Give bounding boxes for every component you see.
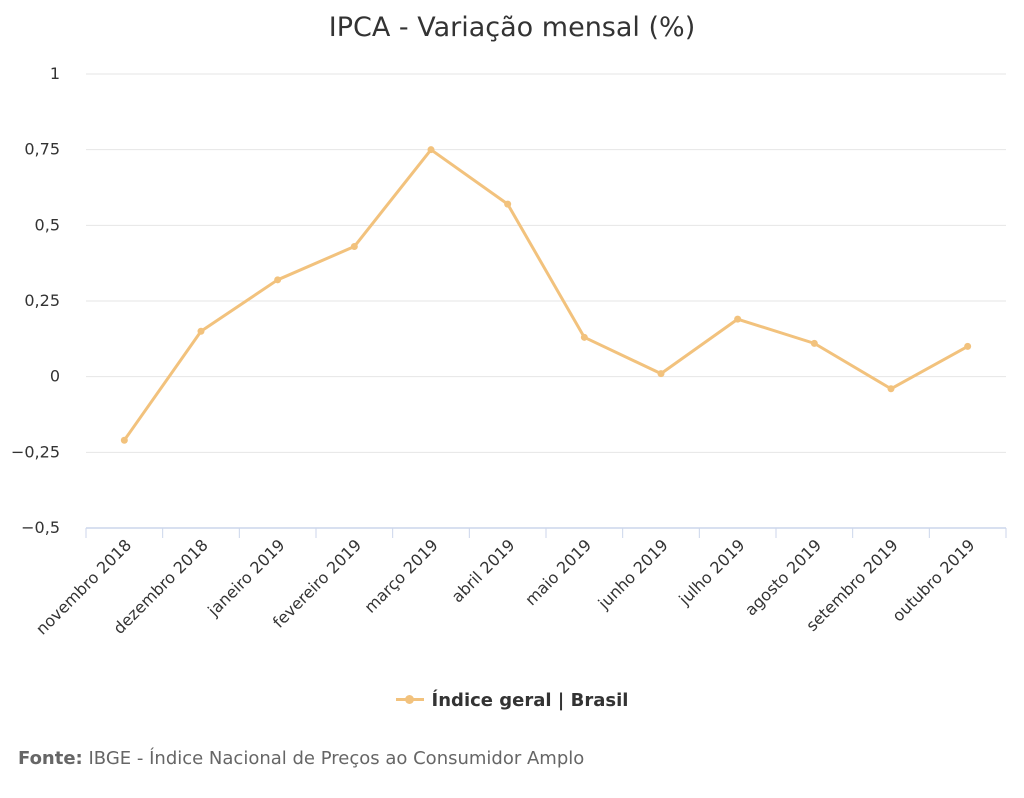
x-tick-label: outubro 2019 — [888, 535, 978, 625]
data-point — [657, 370, 665, 378]
y-tick-label: 0,5 — [35, 215, 60, 234]
y-tick-label: 1 — [50, 64, 60, 83]
x-tick-label: julho 2019 — [674, 535, 748, 609]
legend[interactable]: Índice geral | Brasil — [0, 690, 1024, 711]
y-axis-ticks: −0,5 −0,25 0 0,25 0,5 0,75 1 — [11, 64, 60, 537]
y-tick-label: −0,5 — [21, 518, 60, 537]
y-tick-label: 0,75 — [24, 140, 60, 159]
legend-marker — [404, 695, 414, 704]
x-tick-label: agosto 2019 — [741, 535, 825, 619]
line-chart: −0,5 −0,25 0 0,25 0,5 0,75 1 novembro 2018deze… — [11, 64, 1007, 638]
series-line — [120, 146, 972, 444]
data-point — [580, 333, 588, 341]
data-point — [810, 339, 818, 347]
data-point — [274, 276, 282, 284]
chart-title: IPCA - Variação mensal (%) — [328, 12, 696, 43]
legend-swatch — [395, 695, 424, 704]
x-tick-label: janeiro 2019 — [203, 535, 288, 620]
x-tick-label: maio 2019 — [521, 535, 595, 609]
data-point — [350, 243, 358, 251]
series-line-path — [122, 148, 970, 442]
data-point — [964, 342, 972, 350]
source-text: IBGE - Índice Nacional de Preços ao Cons… — [88, 748, 585, 769]
x-tick-label: março 2019 — [361, 535, 442, 616]
data-point — [427, 146, 435, 154]
data-point — [120, 436, 128, 444]
data-point — [504, 200, 512, 208]
legend-label: Índice geral | Brasil — [431, 690, 629, 711]
y-tick-label: −0,25 — [11, 442, 60, 461]
grid-lines — [86, 73, 1006, 453]
y-tick-label: 0 — [50, 367, 60, 386]
data-point — [197, 327, 205, 335]
source-label: Fonte: — [18, 748, 83, 769]
source-note: Fonte: IBGE - Índice Nacional de Preços … — [18, 748, 584, 769]
x-tick-label: junho 2019 — [594, 535, 672, 613]
x-tick-label: abril 2019 — [448, 535, 519, 606]
data-point — [887, 385, 895, 393]
y-tick-label: 0,25 — [24, 291, 60, 310]
data-point — [734, 315, 742, 323]
